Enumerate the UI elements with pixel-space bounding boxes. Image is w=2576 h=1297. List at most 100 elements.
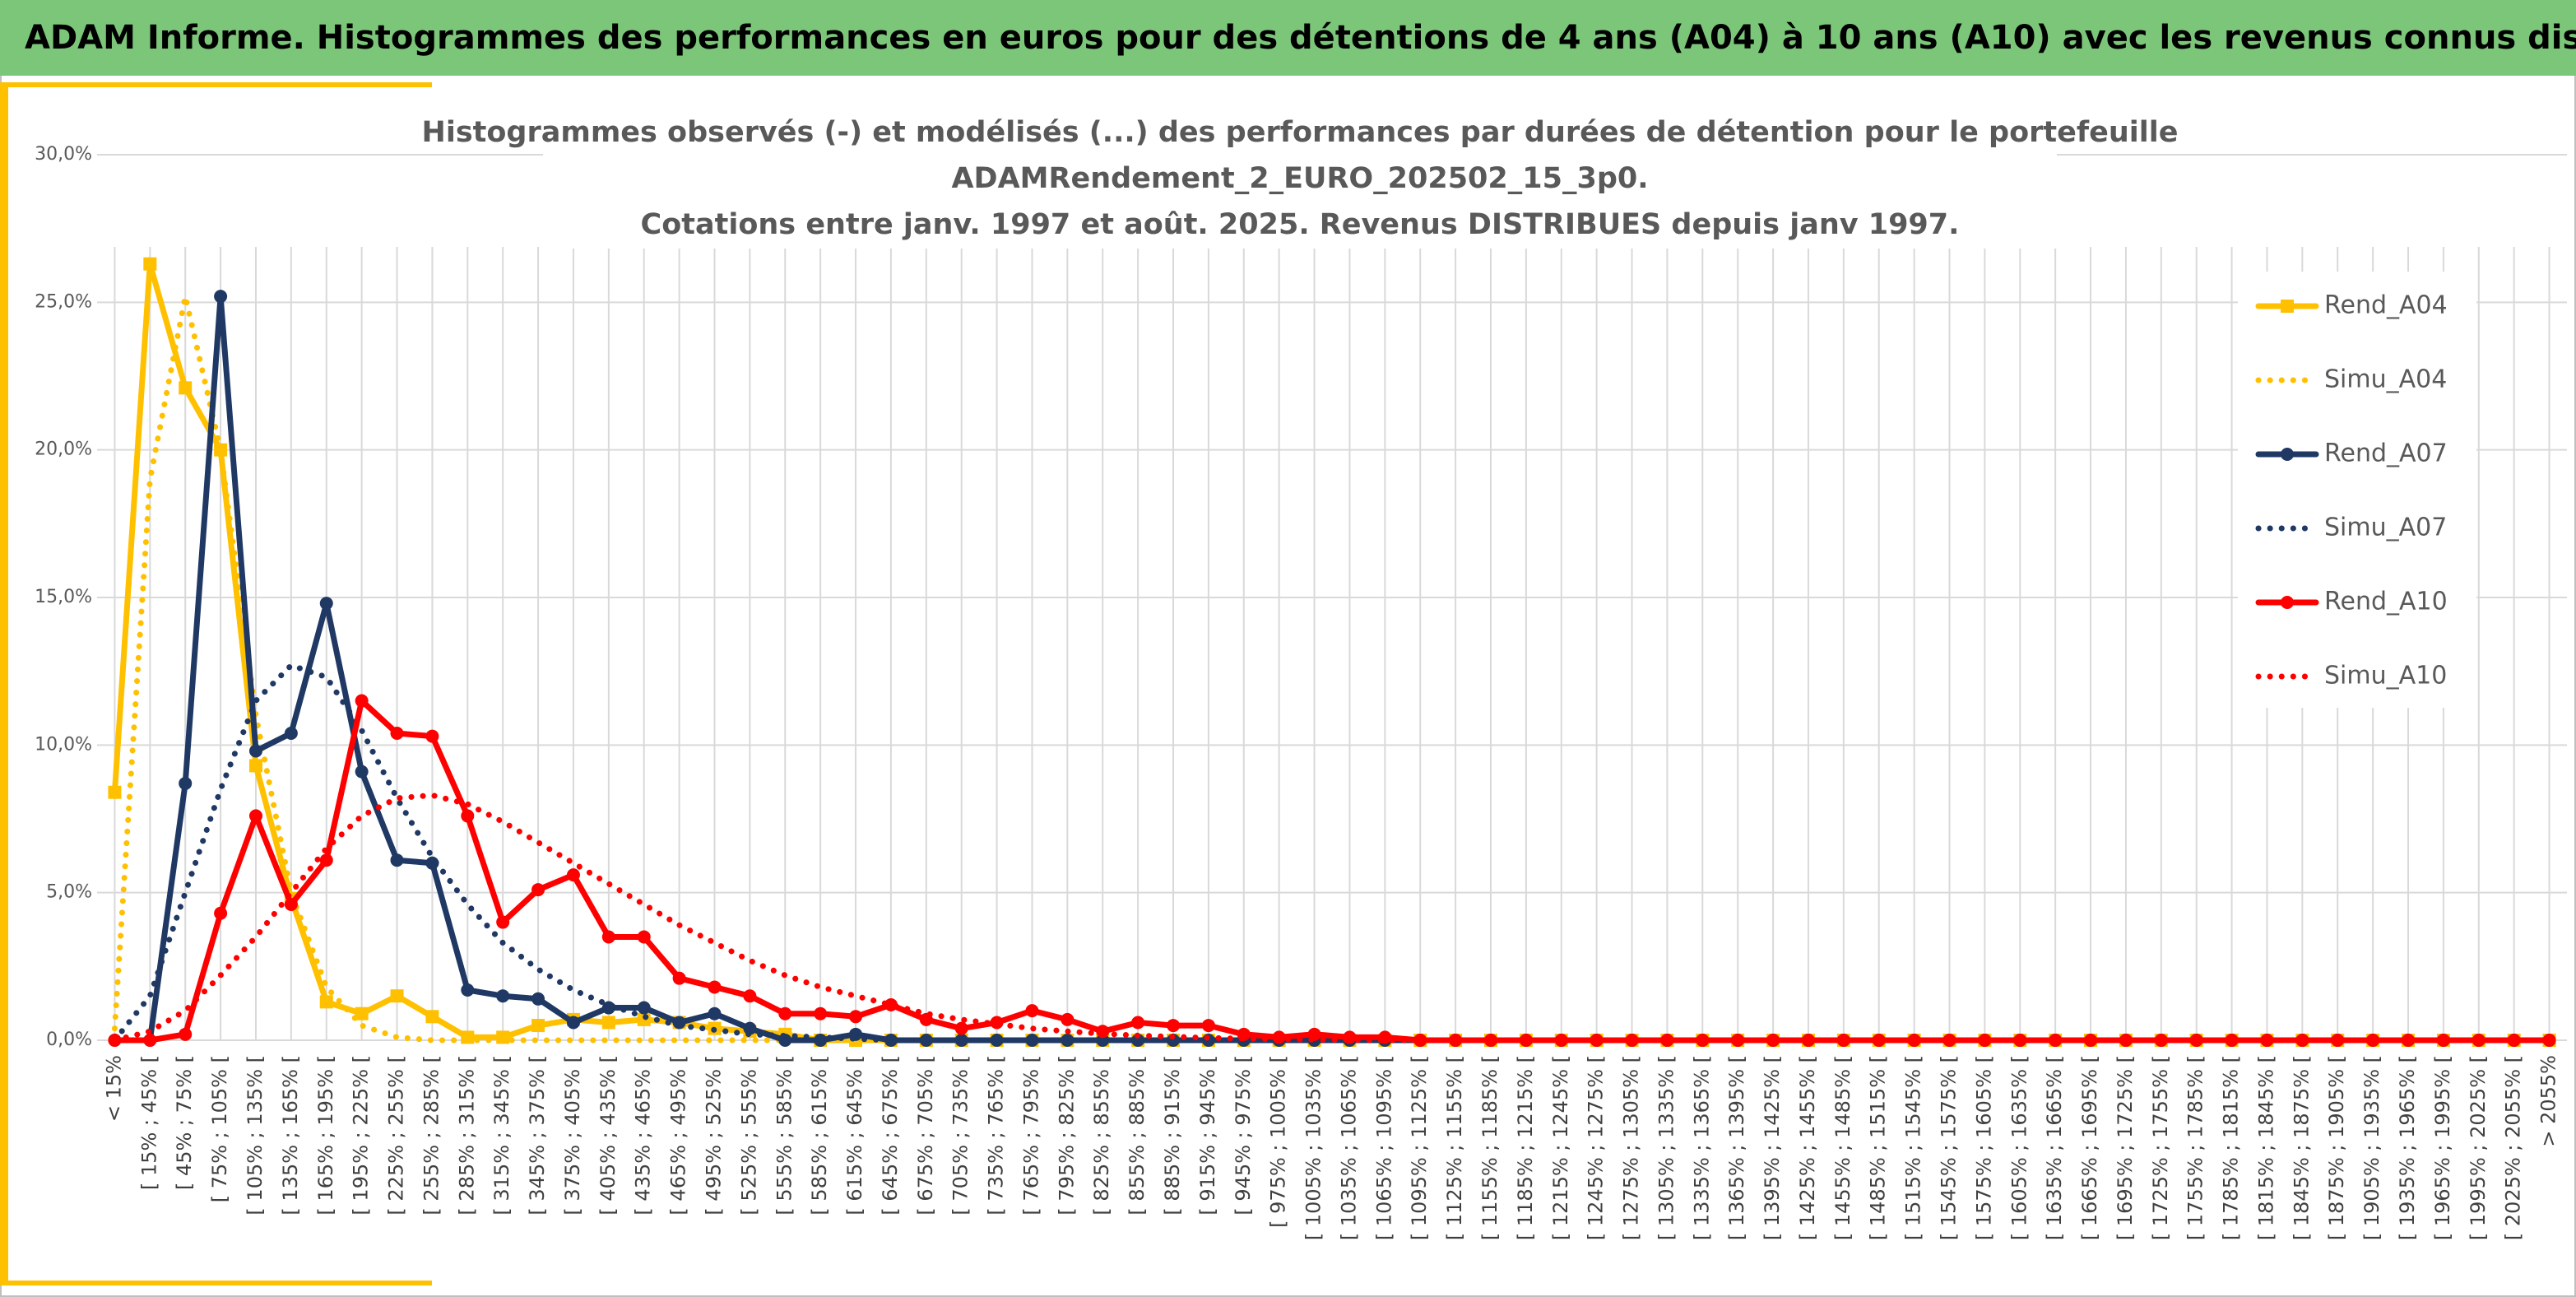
x-tick-label: [ 1755% ; 1785% [ bbox=[2184, 1055, 2207, 1240]
marker bbox=[637, 930, 651, 944]
marker bbox=[743, 989, 757, 1003]
x-tick-label: [ 75% ; 105% [ bbox=[208, 1055, 231, 1202]
legend-label: Rend_A10 bbox=[2324, 588, 2448, 616]
chart-title: Histogrammes observés (-) et modélisés (… bbox=[422, 116, 2179, 149]
accent-top bbox=[0, 82, 432, 87]
marker bbox=[461, 809, 475, 823]
x-tick-label: [ 825% ; 855% [ bbox=[1090, 1055, 1113, 1216]
marker bbox=[954, 1034, 968, 1047]
marker bbox=[2189, 1034, 2203, 1047]
marker bbox=[708, 980, 722, 994]
marker bbox=[2507, 1034, 2521, 1047]
legend-marker bbox=[2281, 300, 2294, 313]
marker bbox=[884, 1034, 898, 1047]
marker bbox=[1554, 1034, 1568, 1047]
marker bbox=[743, 1021, 757, 1035]
marker bbox=[672, 1016, 686, 1030]
x-tick-label: [ 1065% ; 1095% [ bbox=[1372, 1055, 1395, 1240]
marker bbox=[143, 257, 157, 271]
x-tick-label: [ 855% ; 885% [ bbox=[1126, 1055, 1149, 1216]
marker bbox=[637, 1001, 651, 1015]
x-tick-label: [ 1335% ; 1365% [ bbox=[1690, 1055, 1713, 1240]
x-tick-label: [ 1125% ; 1155% [ bbox=[1443, 1055, 1466, 1240]
marker bbox=[248, 759, 262, 773]
marker bbox=[954, 1021, 968, 1035]
marker bbox=[1131, 1034, 1145, 1047]
x-tick-label: [ 765% ; 795% [ bbox=[1019, 1055, 1042, 1216]
marker bbox=[355, 694, 369, 708]
x-tick-label: [ 1305% ; 1335% [ bbox=[1655, 1055, 1678, 1240]
marker bbox=[778, 1006, 792, 1020]
x-tick-label: > 2055% bbox=[2537, 1055, 2560, 1147]
x-tick-label: [ 675% ; 705% [ bbox=[914, 1055, 937, 1216]
marker bbox=[319, 995, 333, 1009]
x-tick-label: [ 1395% ; 1425% [ bbox=[1761, 1055, 1784, 1240]
marker bbox=[2154, 1034, 2168, 1047]
marker bbox=[461, 983, 475, 997]
marker bbox=[284, 898, 298, 912]
marker bbox=[2436, 1034, 2450, 1047]
chart-title: Cotations entre janv. 1997 et août. 2025… bbox=[641, 208, 1960, 241]
x-tick-label: [ 1095% ; 1125% [ bbox=[1408, 1055, 1431, 1240]
x-tick-label: < 15% bbox=[102, 1055, 125, 1122]
accent-bottom bbox=[0, 1281, 432, 1285]
marker bbox=[496, 989, 510, 1003]
marker bbox=[1025, 1004, 1039, 1018]
x-tick-label: [ 1845% ; 1875% [ bbox=[2290, 1055, 2313, 1240]
marker bbox=[2225, 1034, 2239, 1047]
x-tick-label: [ 1365% ; 1395% [ bbox=[1725, 1055, 1748, 1240]
marker bbox=[1625, 1034, 1639, 1047]
marker bbox=[919, 1034, 933, 1047]
marker bbox=[425, 729, 439, 743]
x-tick-label: [ 1185% ; 1215% [ bbox=[1514, 1055, 1537, 1240]
x-tick-label: [ 585% ; 615% [ bbox=[808, 1055, 831, 1216]
x-tick-label: [ 885% ; 915% [ bbox=[1161, 1055, 1184, 1216]
legend-marker bbox=[2281, 596, 2294, 609]
marker bbox=[284, 726, 298, 740]
x-tick-label: [ 465% ; 495% [ bbox=[667, 1055, 690, 1216]
x-tick-label: [ 1545% ; 1575% [ bbox=[1938, 1055, 1961, 1240]
marker bbox=[1483, 1034, 1497, 1047]
x-tick-label: [ 135% ; 165% [ bbox=[279, 1055, 302, 1216]
marker bbox=[849, 1010, 863, 1024]
x-tick-label: [ 645% ; 675% [ bbox=[879, 1055, 902, 1216]
marker bbox=[1696, 1034, 1710, 1047]
marker bbox=[179, 381, 193, 395]
marker bbox=[108, 785, 122, 799]
legend-label: Simu_A07 bbox=[2324, 514, 2447, 542]
x-tick-label: [ 375% ; 405% [ bbox=[561, 1055, 584, 1216]
x-tick-label: [ 1155% ; 1185% [ bbox=[1478, 1055, 1502, 1240]
header-band bbox=[0, 0, 2576, 76]
legend-label: Simu_A10 bbox=[2324, 662, 2447, 690]
x-tick-label: [ 945% ; 975% [ bbox=[1232, 1055, 1255, 1216]
marker bbox=[319, 853, 333, 867]
marker bbox=[1449, 1034, 1463, 1047]
marker bbox=[531, 883, 545, 897]
x-tick-label: [ 105% ; 135% [ bbox=[244, 1055, 267, 1216]
x-tick-label: [ 285% ; 315% [ bbox=[455, 1055, 478, 1216]
accent-left bbox=[0, 82, 8, 1285]
marker bbox=[214, 290, 228, 304]
x-tick-label: [ 1815% ; 1845% [ bbox=[2254, 1055, 2277, 1240]
x-tick-label: [ 1575% ; 1605% [ bbox=[1972, 1055, 1995, 1240]
legend-label: Rend_A04 bbox=[2324, 291, 2448, 320]
title-backdrop bbox=[543, 100, 2057, 249]
marker bbox=[1201, 1019, 1215, 1033]
marker bbox=[601, 1016, 615, 1030]
chart-title: ADAMRendement_2_EURO_202502_15_3p0. bbox=[951, 162, 1648, 195]
marker bbox=[355, 1006, 369, 1020]
x-tick-label: [ 525% ; 555% [ bbox=[737, 1055, 760, 1216]
marker bbox=[2260, 1034, 2274, 1047]
marker bbox=[1061, 1012, 1074, 1026]
y-tick-label: 5,0% bbox=[46, 882, 92, 903]
x-tick-label: [ 1665% ; 1695% [ bbox=[2078, 1055, 2101, 1240]
x-tick-label: [ 495% ; 525% [ bbox=[703, 1055, 726, 1216]
x-tick-label: [ 15% ; 45% [ bbox=[137, 1055, 160, 1190]
legend-label: Rend_A07 bbox=[2324, 439, 2448, 468]
marker bbox=[179, 1027, 193, 1041]
x-tick-label: [ 975% ; 1005% [ bbox=[1267, 1055, 1290, 1228]
marker bbox=[1025, 1034, 1039, 1047]
x-tick-label: [ 1485% ; 1515% [ bbox=[1867, 1055, 1890, 1240]
x-tick-label: [ 45% ; 75% [ bbox=[173, 1055, 196, 1190]
legend: Rend_A04 Simu_A04 Rend_A07 Simu_A07 Rend_A10… bbox=[2238, 272, 2476, 708]
